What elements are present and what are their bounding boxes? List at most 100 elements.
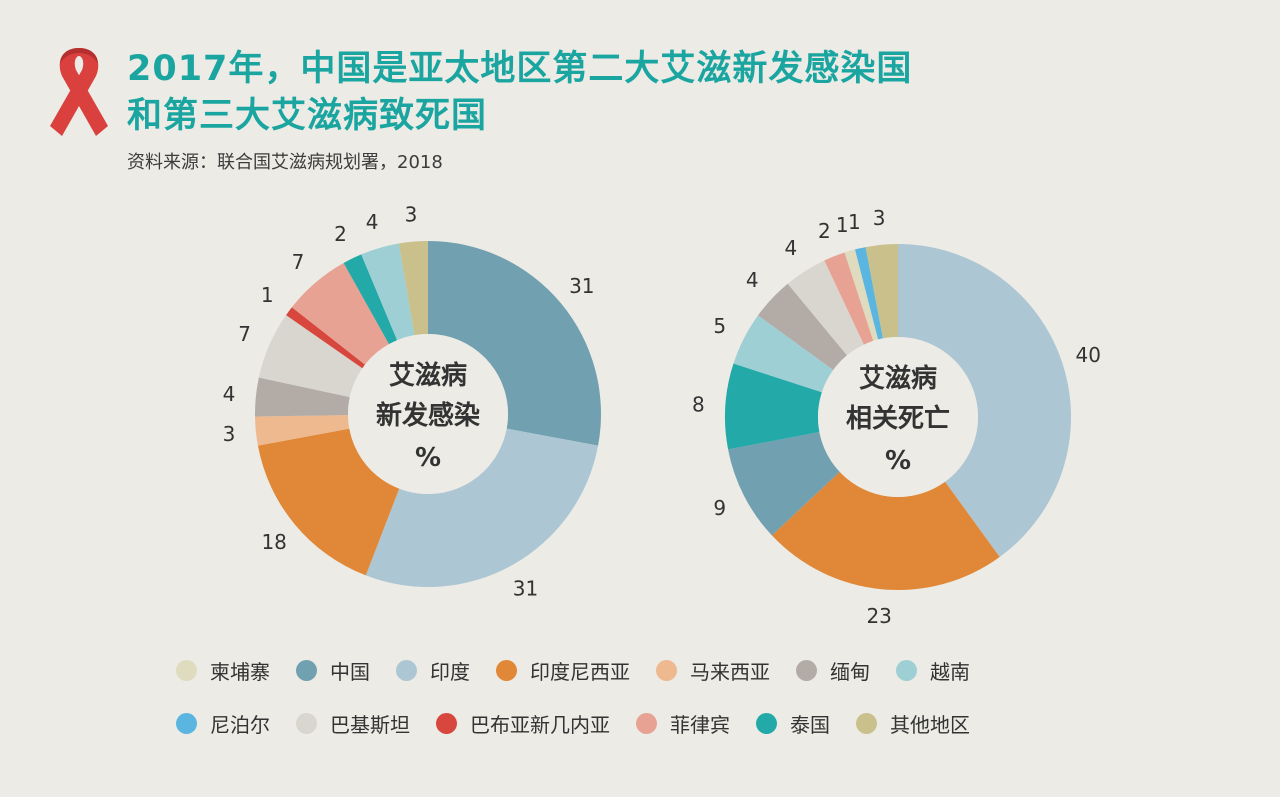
slice-缅甸 xyxy=(758,283,848,370)
data-label-柬埔寨: 1 xyxy=(836,213,849,237)
slice-其他地区 xyxy=(865,244,898,339)
slice-中国 xyxy=(428,241,601,446)
slice-泰国 xyxy=(343,254,398,345)
data-label-巴基斯坦: 4 xyxy=(784,236,797,260)
data-label-印度尼西亚: 23 xyxy=(866,604,891,628)
data-label-泰国: 8 xyxy=(692,392,705,416)
data-label-印度: 31 xyxy=(513,577,538,601)
slice-泰国 xyxy=(725,363,822,450)
legend-label: 缅甸 xyxy=(830,659,870,684)
legend-swatch xyxy=(796,659,817,681)
legend-item: 巴基斯坦 xyxy=(296,709,410,738)
slice-尼泊尔 xyxy=(854,247,884,340)
title-line-1: 2017年，中国是亚太地区第二大艾滋新发感染国 xyxy=(127,49,913,89)
data-label-尼泊尔: 1 xyxy=(848,210,861,234)
legend-item: 菲律宾 xyxy=(636,709,730,738)
legend-swatch xyxy=(296,659,317,681)
legend-item: 尼泊尔 xyxy=(176,709,270,738)
legend-swatch xyxy=(176,712,197,734)
slice-柬埔寨 xyxy=(844,249,879,341)
center-label-line-3: % xyxy=(885,446,911,476)
slice-中国 xyxy=(728,431,840,536)
data-label-中国: 9 xyxy=(713,496,726,520)
slice-巴基斯坦 xyxy=(787,260,864,356)
legend-label: 菲律宾 xyxy=(670,712,730,737)
slice-其他地区 xyxy=(398,241,428,336)
slice-印度尼西亚 xyxy=(257,428,400,576)
legend-label: 泰国 xyxy=(790,712,830,737)
legend-swatch xyxy=(176,659,197,681)
slice-印度尼西亚 xyxy=(771,471,1000,590)
data-label-菲律宾: 7 xyxy=(292,250,305,274)
data-label-其他地区: 3 xyxy=(873,206,886,230)
slice-越南 xyxy=(733,315,834,393)
donut-hole xyxy=(348,334,508,494)
legend-row-2: 尼泊尔 巴基斯坦 巴布亚新几内亚 菲律宾 泰国 其他地区 xyxy=(176,703,1176,743)
center-label-line-3: % xyxy=(415,443,441,473)
data-label-缅甸: 4 xyxy=(746,268,759,292)
data-label-印度尼西亚: 18 xyxy=(261,530,286,554)
legend-swatch xyxy=(756,712,777,734)
legend-label: 其他地区 xyxy=(890,712,970,737)
data-label-越南: 4 xyxy=(366,210,379,234)
legend-swatch xyxy=(896,659,917,681)
legend-label: 印度 xyxy=(430,659,470,684)
center-label-line-2: 新发感染 xyxy=(376,400,480,431)
legend-item: 缅甸 xyxy=(796,656,870,685)
data-label-其他地区: 3 xyxy=(405,203,418,227)
data-label-巴基斯坦: 7 xyxy=(238,322,251,346)
legend-swatch xyxy=(436,712,457,734)
slice-巴基斯坦 xyxy=(258,315,363,398)
source-note: 资料来源：联合国艾滋病规划署，2018 xyxy=(127,152,443,173)
legend-item: 泰国 xyxy=(756,709,830,738)
legend-label: 尼泊尔 xyxy=(210,712,270,737)
legend-label: 越南 xyxy=(930,659,970,684)
center-label-line-1: 艾滋病 xyxy=(859,363,937,394)
chart-title: 2017年，中国是亚太地区第二大艾滋新发感染国 和第三大艾滋病致死国 xyxy=(127,46,912,140)
data-label-越南: 5 xyxy=(713,314,726,338)
data-label-印度: 40 xyxy=(1075,343,1100,367)
legend-row-1: 柬埔寨 中国 印度 印度尼西亚 马来西亚 缅甸 越南 xyxy=(176,650,1176,690)
donut-hole xyxy=(818,337,978,497)
legend-item: 巴布亚新几内亚 xyxy=(436,709,610,738)
legend: 柬埔寨 中国 印度 印度尼西亚 马来西亚 缅甸 越南尼泊尔 巴基斯坦 巴布亚新几内亚 菲律宾 泰国 其… xyxy=(176,650,1176,756)
legend-label: 柬埔寨 xyxy=(210,659,270,684)
slice-缅甸 xyxy=(255,377,350,417)
legend-swatch xyxy=(856,712,877,734)
legend-label: 马来西亚 xyxy=(690,659,770,684)
legend-swatch xyxy=(296,712,317,734)
aids-ribbon-icon xyxy=(50,48,108,136)
slice-菲律宾 xyxy=(824,252,874,345)
center-label-line-1: 艾滋病 xyxy=(389,360,467,391)
legend-swatch xyxy=(656,659,677,681)
legend-swatch xyxy=(496,659,517,681)
legend-swatch xyxy=(636,712,657,734)
legend-item: 印度尼西亚 xyxy=(496,656,630,685)
legend-item: 其他地区 xyxy=(856,709,970,738)
slice-菲律宾 xyxy=(291,262,389,365)
legend-item: 越南 xyxy=(896,656,970,685)
legend-item: 印度 xyxy=(396,656,470,685)
center-label-line-2: 相关死亡 xyxy=(846,403,950,434)
data-label-中国: 31 xyxy=(569,274,594,298)
data-label-菲律宾: 2 xyxy=(818,219,831,243)
slice-越南 xyxy=(361,243,415,341)
data-label-巴布亚新几内亚: 1 xyxy=(261,283,274,307)
data-label-马来西亚: 3 xyxy=(223,422,236,446)
legend-label: 中国 xyxy=(330,659,370,684)
data-label-缅甸: 4 xyxy=(223,382,236,406)
legend-item: 马来西亚 xyxy=(656,656,770,685)
legend-item: 中国 xyxy=(296,656,370,685)
slice-马来西亚 xyxy=(255,415,350,446)
legend-label: 巴布亚新几内亚 xyxy=(470,712,610,737)
legend-item: 柬埔寨 xyxy=(176,656,270,685)
legend-label: 印度尼西亚 xyxy=(530,659,630,684)
legend-swatch xyxy=(396,659,417,681)
data-label-泰国: 2 xyxy=(334,222,347,246)
legend-label: 巴基斯坦 xyxy=(330,712,410,737)
title-line-2: 和第三大艾滋病致死国 xyxy=(127,96,488,136)
slice-印度 xyxy=(365,428,599,587)
slice-巴布亚新几内亚 xyxy=(286,307,366,369)
